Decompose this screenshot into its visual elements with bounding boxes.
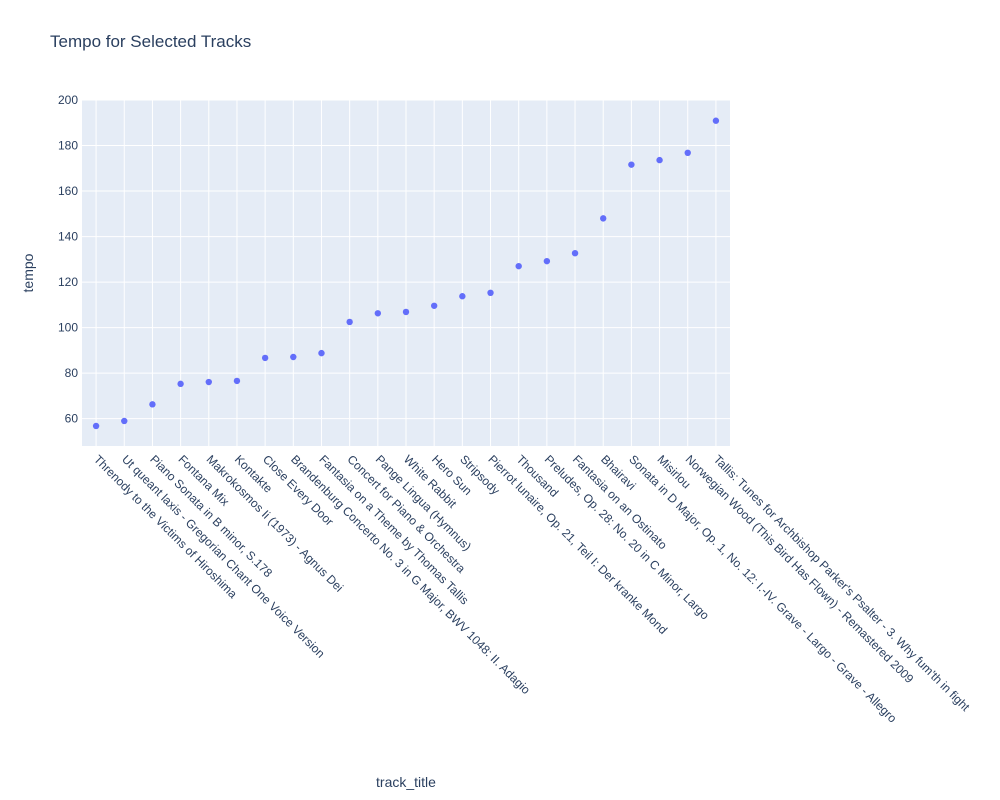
data-point <box>571 249 579 257</box>
data-point <box>346 318 353 326</box>
data-point <box>233 377 241 385</box>
y-tick-label: 160 <box>58 184 78 198</box>
y-tick-label: 140 <box>58 230 78 244</box>
data-point <box>318 349 325 357</box>
x-axis-title: track_title <box>376 774 436 790</box>
data-point <box>205 378 212 386</box>
data-point <box>92 422 100 430</box>
y-axis-title: tempo <box>20 253 36 292</box>
y-tick-label: 120 <box>58 275 78 289</box>
data-point <box>290 353 297 361</box>
data-point <box>374 310 382 317</box>
data-point <box>459 293 466 300</box>
data-point <box>712 117 720 124</box>
data-point <box>261 354 269 362</box>
data-point <box>543 257 551 265</box>
x-tick-label: Norwegian Wood (This Bird Has Flown) - R… <box>683 452 917 686</box>
y-tick-label: 60 <box>65 412 79 426</box>
data-point <box>177 380 184 388</box>
y-gridlines <box>82 99 730 420</box>
data-point <box>402 308 410 316</box>
chart-title: Tempo for Selected Tracks <box>50 32 252 51</box>
data-point <box>600 215 607 222</box>
y-tick-label: 180 <box>58 139 78 153</box>
data-point <box>684 149 691 157</box>
y-tick-label: 80 <box>65 366 79 380</box>
data-point <box>121 417 128 425</box>
data-point <box>515 262 522 270</box>
data-point <box>656 156 663 164</box>
y-axis-tick-labels: 60 80 100 120 140 160 180 200 <box>58 93 78 426</box>
data-point <box>149 401 156 408</box>
x-gridlines <box>95 100 717 446</box>
data-point <box>628 161 635 168</box>
data-point <box>430 302 438 309</box>
y-tick-label: 200 <box>58 93 78 107</box>
data-points <box>92 117 720 430</box>
data-point <box>487 289 494 297</box>
y-tick-label: 100 <box>58 321 78 335</box>
